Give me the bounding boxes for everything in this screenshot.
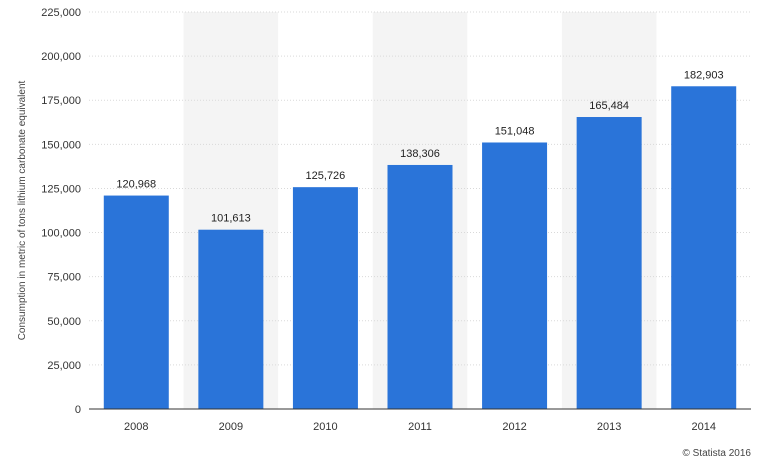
data-label-2012: 151,048 <box>495 125 535 137</box>
bar-2009[interactable] <box>198 229 264 409</box>
y-tick-label: 150,000 <box>41 139 81 151</box>
x-tick-label-2014: 2014 <box>691 421 715 433</box>
y-tick-label: 175,000 <box>41 95 81 107</box>
y-tick-label: 125,000 <box>41 183 81 195</box>
x-tick-label-2008: 2008 <box>124 421 148 433</box>
data-label-2014: 182,903 <box>684 69 724 81</box>
data-label-2009: 101,613 <box>211 213 251 225</box>
y-axis-ticks: 0 25,000 50,000 75,000 100,000 125,000 150,000… <box>41 7 81 416</box>
y-tick-label: 200,000 <box>41 51 81 63</box>
statista-credit[interactable]: © Statista 2016 <box>682 448 751 459</box>
data-label-2010: 125,726 <box>306 170 346 182</box>
x-tick-label-2012: 2012 <box>502 421 526 433</box>
bar-2011[interactable] <box>387 164 453 409</box>
bar-2010[interactable] <box>292 187 358 409</box>
y-tick-label: 75,000 <box>47 272 81 284</box>
y-tick-label: 0 <box>75 404 81 416</box>
x-axis-ticks: 2008 2009 2010 2011 2012 2013 2014 <box>124 421 716 433</box>
x-tick-label-2009: 2009 <box>219 421 243 433</box>
data-label-2013: 165,484 <box>589 100 629 112</box>
x-tick-label-2013: 2013 <box>597 421 621 433</box>
bar-2008[interactable] <box>103 195 169 409</box>
y-tick-label: 100,000 <box>41 228 81 240</box>
data-label-2011: 138,306 <box>400 148 440 160</box>
bar-2013[interactable] <box>576 117 642 410</box>
bars <box>103 86 737 410</box>
y-axis-label: Consumption in metric of tons lithium ca… <box>17 80 28 340</box>
x-tick-label-2010: 2010 <box>313 421 337 433</box>
y-tick-label: 25,000 <box>47 360 81 372</box>
bar-2012[interactable] <box>482 142 548 409</box>
data-labels: 120,968 101,613 125,726 138,306 151,048 165,4… <box>116 69 723 224</box>
data-label-2008: 120,968 <box>116 179 156 191</box>
y-tick-label: 225,000 <box>41 7 81 19</box>
y-tick-label: 50,000 <box>47 316 81 328</box>
bar-2014[interactable] <box>671 86 737 409</box>
x-tick-label-2011: 2011 <box>408 421 432 433</box>
